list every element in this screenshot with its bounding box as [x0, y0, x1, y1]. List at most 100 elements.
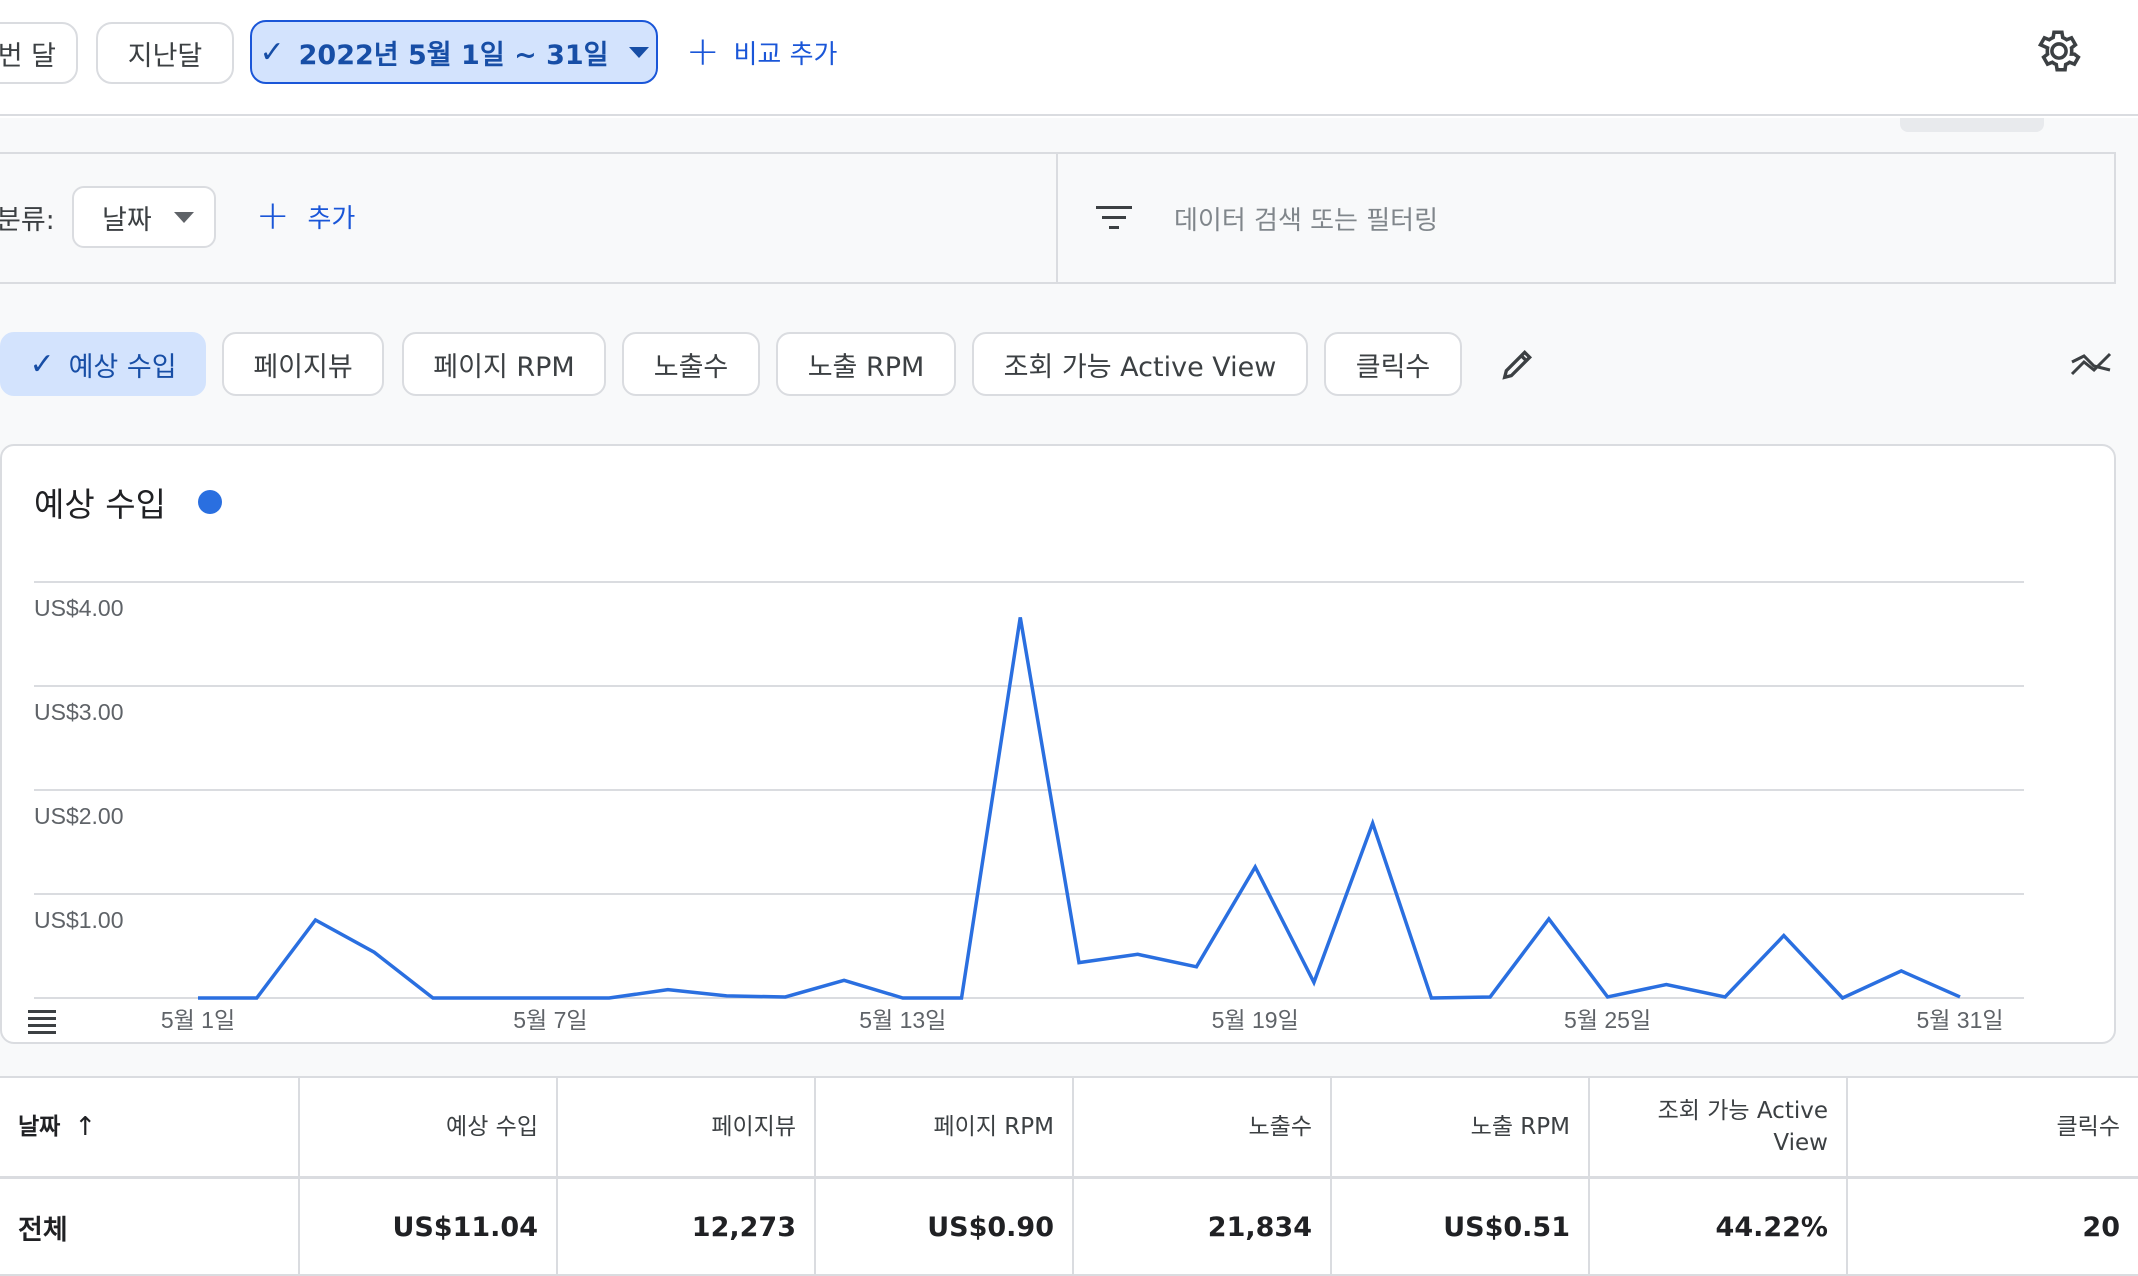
table-header-clicks[interactable]: 클릭수: [1848, 1078, 2138, 1176]
data-point[interactable]: [1901, 970, 1902, 971]
metric-chip-impression-rpm[interactable]: 노출 RPM: [776, 332, 956, 396]
table-header-label: 클릭수: [2056, 1113, 2120, 1140]
table-header-active-view[interactable]: 조회 가능 Active View: [1590, 1078, 1848, 1176]
filter-icon[interactable]: [1094, 202, 1134, 234]
metric-chip-label: 페이지 RPM: [433, 351, 575, 383]
metric-chip-page-rpm[interactable]: 페이지 RPM: [402, 332, 606, 396]
metric-chip-label: 클릭수: [1355, 351, 1431, 383]
this-month-button[interactable]: 이번 달: [0, 22, 78, 84]
data-point[interactable]: [1842, 998, 1843, 999]
metric-chip-impressions[interactable]: 노출수: [622, 332, 760, 396]
table-cell-page-rpm: US$0.90: [816, 1179, 1074, 1276]
data-point[interactable]: [1490, 996, 1491, 997]
dimension-label: 분류:: [0, 205, 55, 236]
x-tick-label: 5월 1일: [161, 1007, 235, 1033]
metric-chip-clicks[interactable]: 클릭수: [1324, 332, 1462, 396]
chart-title: 예상 수입: [34, 485, 166, 524]
table-header-pageviews[interactable]: 페이지뷰: [558, 1078, 816, 1176]
y-tick-label: US$4.00: [34, 595, 124, 621]
table-cell-earnings: US$11.04: [300, 1179, 558, 1276]
data-point[interactable]: [785, 996, 786, 997]
last-month-button[interactable]: 지난달: [96, 22, 234, 84]
data-point[interactable]: [1960, 996, 1961, 997]
table-header-impression-rpm[interactable]: 노출 RPM: [1332, 1078, 1590, 1176]
divider: [1056, 152, 1058, 284]
table-header-impressions[interactable]: 노출수: [1074, 1078, 1332, 1176]
date-range-bar: 이번 달 지난달 ✓ 2022년 5월 1일 ~ 31일 + 비교 추가: [0, 0, 2138, 116]
add-dimension-button[interactable]: + 추가: [256, 196, 355, 236]
table-header-date[interactable]: 날짜 ↑: [0, 1078, 300, 1176]
data-point[interactable]: [1607, 996, 1608, 997]
table-cell-active-view: 44.22%: [1590, 1179, 1848, 1276]
data-point[interactable]: [844, 980, 845, 981]
plus-icon: +: [256, 193, 290, 239]
data-point[interactable]: [1372, 823, 1373, 824]
data-point[interactable]: [1783, 935, 1784, 936]
plus-icon: +: [686, 29, 720, 75]
data-point[interactable]: [1020, 617, 1021, 618]
data-point[interactable]: [1548, 918, 1549, 919]
table-cell-pageviews: 12,273: [558, 1179, 816, 1276]
metric-chip-pageviews[interactable]: 페이지뷰: [222, 332, 384, 396]
chart-menu-icon[interactable]: [26, 1008, 58, 1034]
table-header-label: 노출 RPM: [1470, 1113, 1570, 1140]
table-header-page-rpm[interactable]: 페이지 RPM: [816, 1078, 1074, 1176]
data-point[interactable]: [1725, 996, 1726, 997]
add-comparison-label: 비교 추가: [733, 39, 838, 70]
x-tick-label: 5월 25일: [1564, 1007, 1651, 1033]
data-point[interactable]: [609, 998, 610, 999]
x-tick-label: 5월 19일: [1212, 1007, 1299, 1033]
settings-gear-icon[interactable]: [2034, 26, 2084, 76]
data-point[interactable]: [1255, 866, 1256, 867]
data-point[interactable]: [491, 998, 492, 999]
data-point[interactable]: [667, 989, 668, 990]
data-point[interactable]: [315, 920, 316, 921]
sort-ascending-icon: ↑: [74, 1111, 97, 1142]
table-header-label: 노출수: [1248, 1113, 1312, 1140]
dimension-select[interactable]: 날짜: [72, 186, 216, 248]
table-header-label: 조회 가능 Active View: [1657, 1097, 1828, 1156]
data-point[interactable]: [1196, 966, 1197, 967]
x-tick-label: 5월 31일: [1916, 1007, 2003, 1033]
metric-chip-active-view[interactable]: 조회 가능 Active View: [972, 332, 1308, 396]
metric-chip-label: 조회 가능 Active View: [1003, 351, 1277, 383]
data-point[interactable]: [902, 998, 903, 999]
series-line: [198, 617, 1961, 1001]
data-point[interactable]: [1431, 998, 1432, 999]
data-point[interactable]: [1313, 982, 1314, 983]
data-point[interactable]: [256, 998, 257, 999]
line-chart: US$1.00 US$2.00 US$3.00 US$4.00 5월 1일 5월 7일 5월…: [34, 581, 2024, 1033]
table-header-earnings[interactable]: 예상 수입: [300, 1078, 558, 1176]
chart-card: [0, 444, 2116, 1044]
edit-pencil-icon[interactable]: [1498, 344, 1538, 384]
date-range-label: 2022년 5월 1일 ~ 31일: [298, 39, 609, 71]
data-point[interactable]: [550, 998, 551, 999]
check-icon: ✓: [29, 346, 55, 382]
data-point[interactable]: [961, 998, 962, 999]
data-point[interactable]: [198, 998, 199, 999]
data-point[interactable]: [1137, 954, 1138, 955]
y-tick-label: US$1.00: [34, 907, 124, 933]
metric-chip-estimated-earnings[interactable]: ✓ 예상 수입: [0, 332, 206, 396]
data-point[interactable]: [374, 952, 375, 953]
metric-chip-label: 노출 RPM: [807, 351, 925, 383]
collapse-handle[interactable]: [1900, 118, 2044, 132]
data-point[interactable]: [1079, 962, 1080, 963]
metric-chip-label: 예상 수입: [68, 351, 177, 383]
table-header-label: 예상 수입: [446, 1113, 538, 1140]
data-point[interactable]: [1666, 984, 1667, 985]
trend-chart-icon[interactable]: [2070, 348, 2114, 380]
table-cell-clicks: 20: [2082, 1212, 2120, 1243]
date-range-dropdown[interactable]: ✓ 2022년 5월 1일 ~ 31일: [250, 20, 658, 84]
metric-chip-label: 페이지뷰: [253, 351, 353, 383]
table-cell-impression-rpm: US$0.51: [1332, 1179, 1590, 1276]
table-header-label: 페이지뷰: [711, 1113, 796, 1140]
add-dimension-label: 추가: [307, 203, 356, 234]
data-point[interactable]: [432, 998, 433, 999]
y-tick-label: US$3.00: [34, 699, 124, 725]
legend-series-dot: [198, 490, 222, 514]
filter-search-input[interactable]: 데이터 검색 또는 필터링: [1174, 206, 1438, 236]
data-point[interactable]: [726, 995, 727, 996]
add-comparison-button[interactable]: + 비교 추가: [686, 30, 837, 74]
x-tick-label: 5월 7일: [513, 1007, 587, 1033]
